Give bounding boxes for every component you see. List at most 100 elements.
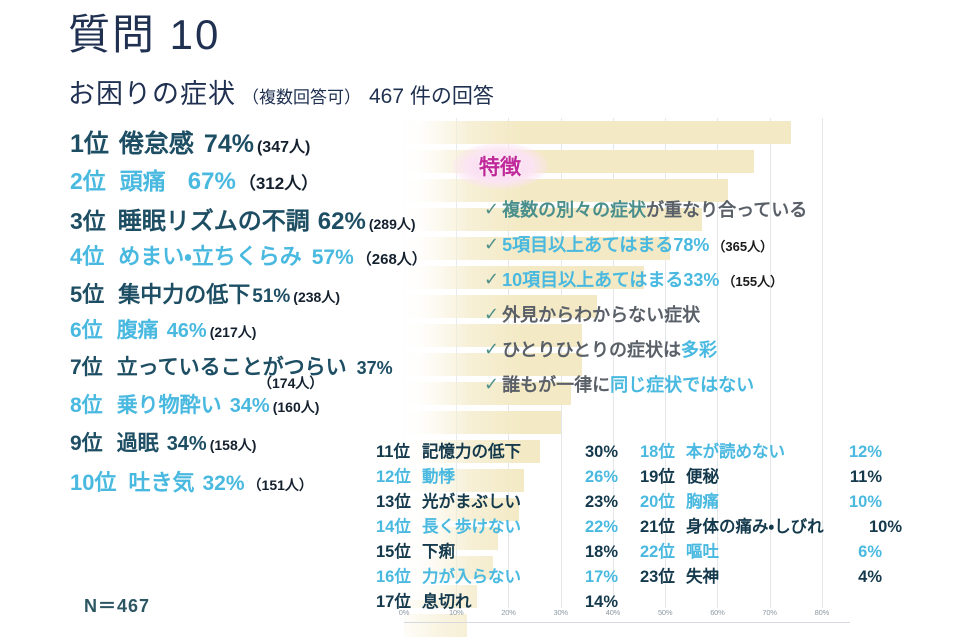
subtitle-line: お困りの症状 （複数回答可） 467 件の回答 xyxy=(68,72,494,111)
ranking-row: 6位 腹痛 46% (217人) xyxy=(70,314,490,351)
symptom-name: 動悸 xyxy=(422,468,455,486)
feature-highlight: 5項目以上あてはまる78% xyxy=(502,235,710,255)
lower-ranking-row: 20位 胸痛 10% xyxy=(640,488,902,513)
symptom-count: (158人) xyxy=(209,437,257,453)
symptom-name: 睡眠リズムの不調 xyxy=(117,208,310,235)
symptom-name: 乗り物酔い xyxy=(116,394,222,417)
symptom-percent: 67% xyxy=(187,168,236,195)
check-icon: ✓ xyxy=(484,339,500,359)
symptom-name: 本が読めない xyxy=(686,443,785,461)
symptom-percent: 26% xyxy=(584,468,618,486)
lower-ranking-tables: 11位 記憶力の低下 30% 12位 動悸 26% 13位 光がまぶしい 23% 14位 長く歩けな… xyxy=(376,438,902,613)
feature-item: ✓ 10項目以上あてはまる33% （155人） xyxy=(484,266,904,292)
rank-position: 13位 xyxy=(376,493,411,511)
check-icon: ✓ xyxy=(484,304,500,324)
lower-ranking-row: 18位 本が読めない 12% xyxy=(640,438,902,463)
feature-text: ひとりひとりの症状は xyxy=(502,340,682,360)
symptom-percent: 62% xyxy=(317,208,366,235)
symptom-percent: 10% xyxy=(868,518,902,536)
rank-position: 19位 xyxy=(640,468,675,486)
rank-position: 8位 xyxy=(70,394,103,417)
symptom-name: 頭痛 xyxy=(119,168,166,194)
symptom-count: （312人） xyxy=(238,174,319,193)
symptom-name: 立っていることがつらい xyxy=(116,356,347,379)
top10-ranking-list: 1位 倦怠感 74% (347人) 2位 頭痛 67% （312人） 3位 睡眠リズムの不調 62%… xyxy=(70,124,490,503)
rank-position: 22位 xyxy=(640,543,675,561)
symptom-name: 嘔吐 xyxy=(686,543,719,561)
feature-count: （365人） xyxy=(712,239,774,254)
symptom-name: 腹痛 xyxy=(116,319,159,342)
check-icon: ✓ xyxy=(484,199,500,219)
check-icon: ✓ xyxy=(484,234,500,254)
feature-text: 外見からわからない症状 xyxy=(502,305,701,325)
symptom-count: （268人） xyxy=(356,251,427,268)
symptom-percent: 32% xyxy=(202,472,245,495)
symptom-count: （151人） xyxy=(247,477,313,493)
symptom-percent: 17% xyxy=(584,568,618,586)
symptom-name: 過眠 xyxy=(116,432,159,455)
feature-highlight: 10項目以上あてはまる33% xyxy=(502,270,720,290)
feature-highlight: 複数の別々の症状 xyxy=(502,200,647,220)
rank-position: 14位 xyxy=(376,518,411,536)
header: 質問 10 お困りの症状 （複数回答可） 467 件の回答 xyxy=(68,14,494,111)
lower-ranking-column-right: 18位 本が読めない 12% 19位 便秘 11% 20位 胸痛 10% 21位 身体の痛み・しびれ… xyxy=(640,438,902,613)
lower-ranking-row: 21位 身体の痛み・しびれ 10% xyxy=(640,513,902,538)
symptom-percent: 34% xyxy=(166,433,207,455)
lower-ranking-row: 16位 力が入らない 17% xyxy=(376,563,618,588)
symptom-percent: 30% xyxy=(584,443,618,461)
features-list: ✓ 複数の別々の症状 が重なり合っている ✓ 5項目以上あてはまる78% （365人） ✓ 1… xyxy=(484,196,904,406)
symptom-percent: 14% xyxy=(584,593,618,611)
feature-item: ✓ 誰もが一律に 同じ症状ではない xyxy=(484,371,904,397)
feature-highlight: 多彩 xyxy=(681,340,718,360)
symptom-name: 力が入らない xyxy=(422,568,521,586)
subtitle-note: （複数回答可） xyxy=(242,88,361,107)
ranking-row: 9位 過眠 34% (158人) xyxy=(70,427,490,465)
symptom-percent: 74% xyxy=(203,130,254,158)
sample-size-label: N＝467 xyxy=(84,596,151,616)
lower-ranking-column-left: 11位 記憶力の低下 30% 12位 動悸 26% 13位 光がまぶしい 23% 14位 長く歩けな… xyxy=(376,438,618,613)
feature-item: ✓ 複数の別々の症状 が重なり合っている xyxy=(484,196,904,222)
rank-position: 17位 xyxy=(376,593,411,611)
feature-item: ✓ 5項目以上あてはまる78% （365人） xyxy=(484,231,904,257)
rank-position: 20位 xyxy=(640,493,675,511)
symptom-percent: 46% xyxy=(166,320,207,342)
symptom-count: (217人) xyxy=(209,324,257,340)
lower-ranking-row: 11位 記憶力の低下 30% xyxy=(376,438,618,463)
ranking-row: 7位 立っていることがつらい 37% （174人） xyxy=(70,351,490,391)
symptom-percent: 23% xyxy=(584,493,618,511)
ranking-row: 2位 頭痛 67% （312人） xyxy=(70,162,490,201)
symptom-percent: 34% xyxy=(229,395,270,417)
ranking-row: 3位 睡眠リズムの不調 62% (289人) xyxy=(70,201,490,239)
symptom-name: 下痢 xyxy=(422,543,455,561)
symptom-name: 長く歩けない xyxy=(422,518,521,536)
lower-ranking-row: 14位 長く歩けない 22% xyxy=(376,513,618,538)
symptom-percent: 22% xyxy=(584,518,618,536)
rank-position: 5位 xyxy=(70,282,105,307)
symptom-count: (238人) xyxy=(293,289,340,305)
symptom-percent: 10% xyxy=(848,493,882,511)
chart-axis-line xyxy=(404,622,850,623)
chart-bar-row xyxy=(404,611,848,640)
symptom-count: （174人） xyxy=(258,375,324,391)
lower-ranking-row: 17位 息切れ 14% xyxy=(376,588,618,613)
rank-position: 15位 xyxy=(376,543,411,561)
check-icon: ✓ xyxy=(484,269,500,289)
symptom-name: 胸痛 xyxy=(686,493,719,511)
lower-ranking-row: 15位 下痢 18% xyxy=(376,538,618,563)
symptom-name: 息切れ xyxy=(422,593,472,611)
symptom-name: 吐き気 xyxy=(128,470,195,495)
feature-count: （155人） xyxy=(722,274,784,289)
rank-position: 6位 xyxy=(70,319,103,342)
ranking-row: 8位 乗り物酔い 34% (160人) xyxy=(70,389,490,427)
subtitle-main: お困りの症状 xyxy=(68,79,236,109)
rank-position: 16位 xyxy=(376,568,411,586)
response-count: 467 件の回答 xyxy=(369,85,494,108)
rank-position: 10位 xyxy=(70,470,117,495)
feature-item: ✓ 外見からわからない症状 xyxy=(484,301,904,327)
features-badge-label: 特徴 xyxy=(479,156,521,179)
rank-position: 9位 xyxy=(70,432,103,455)
rank-position: 2位 xyxy=(70,168,106,194)
rank-position: 23位 xyxy=(640,568,675,586)
rank-position: 7位 xyxy=(70,356,103,379)
